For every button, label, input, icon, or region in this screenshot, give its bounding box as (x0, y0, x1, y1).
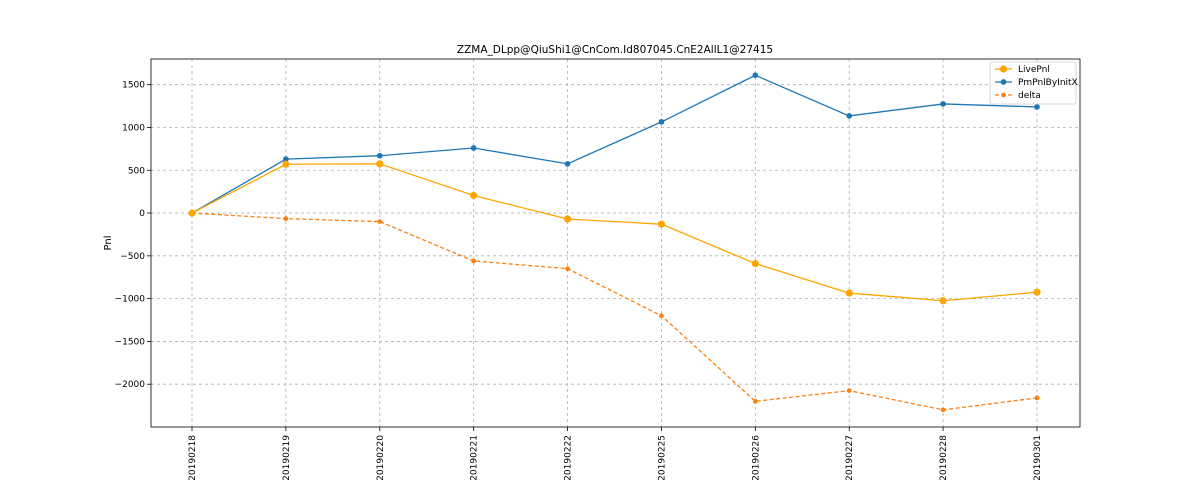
point-delta-7 (846, 388, 852, 393)
x-tick-label-7: 20190227 (845, 435, 855, 480)
y-tick-label-5: −1000 (115, 295, 146, 305)
y-axis-ticks: 1500 1000 500 0 −500 −1000 −1500 −2000 (115, 81, 151, 390)
x-tick-label-9: 20190301 (1033, 435, 1043, 480)
point-delta-9 (1034, 395, 1040, 401)
legend-box (989, 61, 1077, 105)
point-delta-6 (752, 398, 758, 404)
point-LivePnl-2 (376, 160, 384, 168)
x-axis-ticks: 20190218 20190219 20190220 20190221 20190222… (188, 427, 1043, 480)
series-line-LivePnl (191, 163, 1038, 302)
x-tick-label-6: 20190226 (751, 435, 761, 480)
point-LivePnl-8 (939, 297, 947, 305)
point-LivePnl-0 (188, 209, 196, 217)
point-PmPnlByInitX-5 (658, 119, 665, 125)
point-PmPnlByInitX-3 (470, 145, 477, 151)
point-PmPnlByInitX-8 (940, 101, 946, 107)
point-LivePnl-1 (282, 160, 290, 168)
series-layer (188, 72, 1041, 413)
x-tick-label-8: 20190228 (939, 435, 949, 480)
point-PmPnlByInitX-7 (846, 113, 853, 119)
chart-title: ZZMA_DLpp@QiuShi1@CnCom.Id807045.CnE2All… (457, 44, 773, 56)
point-delta-8 (940, 407, 946, 413)
y-tick-label-7: −2000 (115, 380, 146, 390)
point-delta-4 (565, 266, 570, 272)
point-PmPnlByInitX-2 (376, 152, 383, 159)
legend: LivePnl PmPnlByInitX delta (989, 61, 1078, 105)
series-delta (189, 210, 1040, 413)
y-tick-label-1: 1000 (122, 123, 145, 133)
legend-label-delta: delta (1018, 91, 1041, 101)
series-LivePnl (188, 160, 1041, 305)
x-tick-label-1: 20190219 (282, 435, 292, 480)
x-tick-label-2: 20190220 (376, 435, 386, 480)
point-delta-1 (283, 216, 289, 221)
point-LivePnl-4 (563, 215, 572, 223)
point-LivePnl-9 (1033, 288, 1041, 296)
plot-frame (150, 58, 1081, 428)
point-LivePnl-6 (751, 259, 759, 268)
legend-label-PmPnlByInitX: PmPnlByInitX (1018, 78, 1078, 88)
point-LivePnl-3 (470, 191, 478, 200)
point-delta-3 (471, 258, 477, 264)
legend-marker-PmPnlByInitX (1000, 79, 1007, 85)
legend-marker-LivePnl (999, 65, 1008, 73)
series-line-delta (191, 212, 1038, 411)
series-line-PmPnlByInitX (191, 74, 1038, 214)
y-tick-label-3: 0 (139, 209, 145, 219)
y-axis-label: Pnl (103, 236, 114, 251)
point-LivePnl-5 (657, 220, 666, 228)
grid (151, 59, 1080, 427)
x-tick-label-4: 20190222 (564, 435, 574, 480)
legend-label-LivePnl: LivePnl (1018, 65, 1050, 75)
point-LivePnl-7 (845, 289, 853, 297)
legend-marker-delta (1001, 92, 1006, 98)
point-delta-5 (659, 313, 664, 319)
point-PmPnlByInitX-6 (752, 72, 759, 79)
point-PmPnlByInitX-9 (1034, 104, 1040, 110)
x-tick-label-5: 20190225 (657, 435, 667, 480)
point-PmPnlByInitX-1 (283, 156, 289, 162)
y-tick-label-4: −500 (120, 252, 145, 262)
point-delta-2 (377, 219, 383, 224)
y-tick-label-0: 1500 (122, 81, 145, 91)
x-tick-label-3: 20190221 (470, 435, 480, 480)
y-tick-label-2: 500 (128, 166, 145, 176)
x-tick-label-0: 20190218 (188, 435, 198, 480)
y-tick-label-6: −1500 (115, 337, 146, 347)
point-PmPnlByInitX-4 (564, 160, 571, 167)
